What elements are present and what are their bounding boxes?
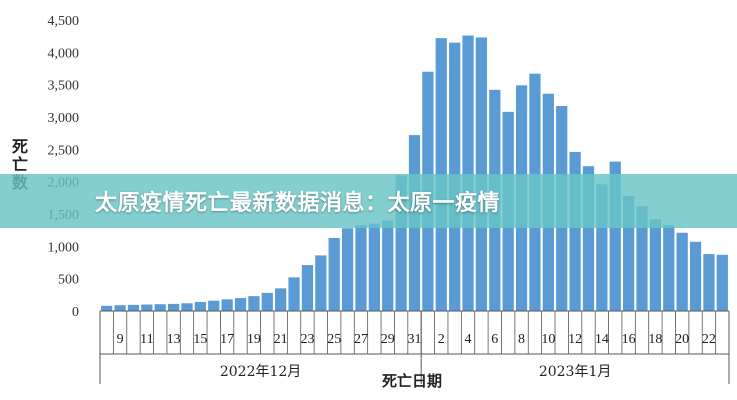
y-tick-label: 3,000 [48, 111, 80, 126]
y-axis-label-char: 亡 [12, 155, 28, 174]
x-group-label: 2022年12月 [220, 364, 301, 380]
bar [328, 237, 340, 311]
bar [395, 175, 407, 311]
bar [114, 305, 126, 311]
bar [368, 223, 380, 311]
x-tick-label: 8 [518, 332, 525, 347]
x-tick-label: 15 [193, 332, 207, 347]
x-tick-label: 23 [300, 332, 314, 347]
bar [208, 300, 220, 311]
x-tick-label: 6 [491, 332, 498, 347]
x-tick-label: 16 [622, 332, 636, 347]
x-tick-label: 17 [220, 332, 234, 347]
bar [636, 206, 648, 311]
x-tick-label: 29 [381, 332, 395, 347]
bar [154, 304, 166, 311]
y-tick-label: 1,000 [48, 240, 80, 255]
y-axis-label-char: 死 [12, 137, 28, 156]
x-tick-label: 14 [595, 332, 609, 347]
x-tick-label: 12 [568, 332, 582, 347]
bar [141, 304, 153, 311]
bar [167, 303, 180, 311]
x-tick-label: 31 [408, 332, 422, 347]
x-axis-label: 死亡日期 [382, 372, 442, 390]
headline-banner: 太原疫情死亡最新数据消息：太原一疫情 [0, 174, 737, 228]
bar [355, 224, 367, 311]
y-tick-label: 0 [72, 305, 79, 320]
bar [716, 254, 728, 311]
bar [181, 303, 193, 311]
bar [689, 241, 702, 311]
bar [127, 304, 140, 311]
y-tick-label: 3,500 [48, 79, 80, 94]
bar [703, 254, 715, 311]
x-tick-label: 13 [167, 332, 181, 347]
x-tick-label: 20 [675, 332, 689, 347]
bar [382, 220, 394, 311]
x-group-label: 2023年1月 [539, 364, 612, 380]
bar [248, 296, 260, 311]
x-tick-label: 18 [648, 332, 662, 347]
bar [288, 277, 300, 311]
bar [275, 288, 287, 311]
bar [609, 161, 621, 311]
bar [569, 151, 581, 311]
bar [101, 305, 113, 311]
y-tick-label: 500 [58, 273, 79, 288]
bar [649, 219, 662, 311]
x-tick-label: 4 [465, 332, 472, 347]
bar [261, 292, 273, 311]
headline-text: 太原疫情死亡最新数据消息：太原一疫情 [95, 191, 501, 216]
bar [462, 35, 474, 312]
bar [234, 298, 247, 311]
x-tick-label: 9 [117, 332, 124, 347]
x-tick-label: 21 [274, 332, 288, 347]
bar [315, 255, 327, 311]
x-tick-label: 10 [541, 332, 555, 347]
bar [301, 265, 314, 311]
y-tick-label: 2,500 [48, 143, 80, 158]
x-tick-label: 19 [247, 332, 261, 347]
bar [341, 228, 354, 311]
bar [596, 184, 608, 311]
bar [676, 232, 688, 311]
bar [194, 301, 206, 311]
x-tick-label: 11 [140, 332, 153, 347]
bar [663, 224, 675, 311]
y-tick-label: 4,000 [48, 46, 80, 61]
x-tick-label: 27 [354, 332, 368, 347]
x-tick-label: 2 [438, 332, 445, 347]
x-tick-label: 22 [702, 332, 716, 347]
y-tick-label: 4,500 [48, 14, 80, 29]
bar [221, 299, 233, 311]
x-tick-label: 25 [327, 332, 341, 347]
bar [582, 166, 595, 311]
bar [623, 195, 635, 311]
